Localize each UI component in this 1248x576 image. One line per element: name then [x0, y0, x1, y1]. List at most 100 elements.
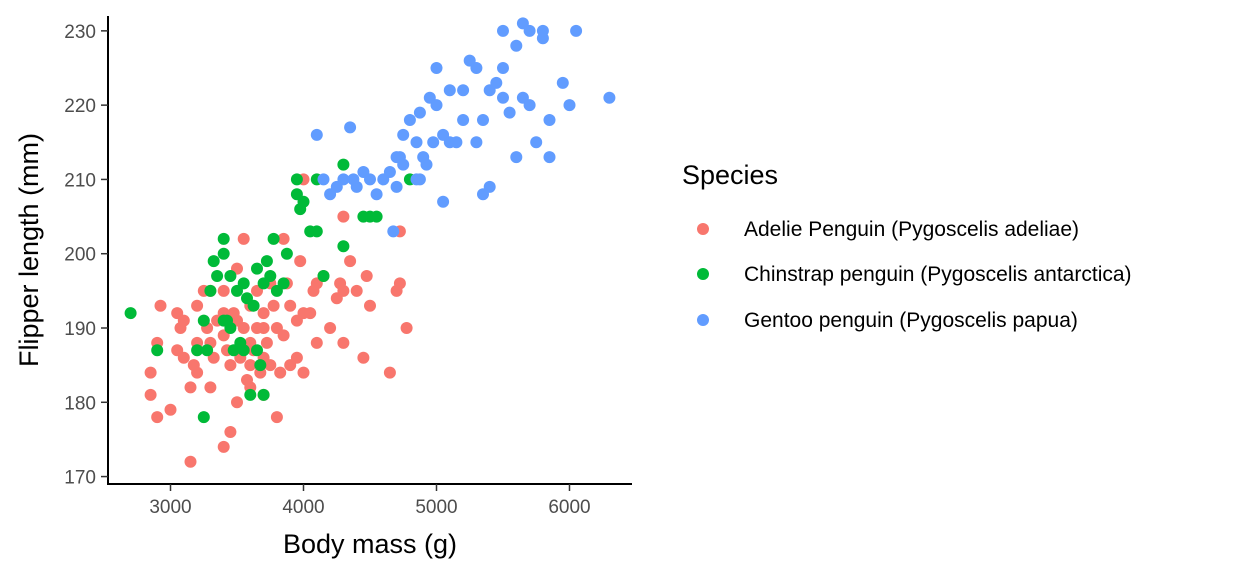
data-point-series-0-62 [310, 336, 323, 349]
plot-area: 3000 4000 5000 6000 170 180 190 200 210 220 230 [64, 16, 632, 518]
data-point-series-0-0 [144, 388, 157, 401]
data-point-series-1-28 [267, 232, 280, 245]
data-point-series-2-36 [470, 62, 483, 74]
data-point-series-0-75 [383, 366, 396, 379]
data-point-series-0-33 [237, 232, 250, 245]
data-point-series-2-63 [347, 173, 360, 186]
data-point-series-1-33 [290, 173, 303, 186]
data-point-series-0-73 [360, 270, 373, 282]
data-point-series-0-70 [344, 255, 357, 268]
data-point-series-0-24 [217, 284, 230, 297]
data-point-series-1-0 [124, 307, 137, 320]
data-point-series-2-40 [490, 76, 503, 89]
data-point-series-2-4 [337, 173, 350, 186]
data-point-series-0-85 [257, 322, 270, 334]
data-point-series-2-62 [387, 225, 400, 238]
data-point-series-1-19 [244, 388, 257, 401]
legend-item-gentoo: Gentoo penguin (Pygoscelis papua) [697, 309, 1078, 332]
data-point-series-0-10 [177, 314, 190, 327]
data-point-series-0-35 [244, 359, 257, 372]
data-point-series-2-55 [563, 99, 576, 112]
data-point-series-1-21 [251, 344, 263, 357]
data-point-series-0-18 [204, 381, 217, 394]
data-point-series-0-9 [177, 351, 190, 364]
data-point-series-0-57 [294, 255, 307, 268]
legend-title: Species [682, 160, 778, 190]
legend-key-gentoo [697, 314, 709, 326]
x-tick-label-0: 3000 [149, 497, 191, 518]
data-point-series-1-7 [207, 255, 220, 268]
data-point-series-0-27 [224, 359, 237, 372]
y-tick-label-0: 170 [64, 468, 96, 489]
data-point-series-2-50 [530, 136, 543, 149]
data-point-series-2-0 [310, 128, 323, 141]
x-tick-label-2: 5000 [415, 497, 457, 518]
y-tick-label-3: 200 [64, 245, 96, 266]
data-point-series-0-50 [274, 366, 287, 379]
data-point-series-2-26 [430, 62, 443, 74]
data-point-series-0-22 [217, 440, 230, 453]
legend-key-adelie [697, 223, 709, 235]
data-point-series-2-24 [427, 136, 440, 149]
data-point-series-0-60 [304, 307, 317, 320]
data-point-series-2-60 [497, 24, 509, 37]
data-point-series-0-64 [324, 322, 337, 334]
data-point-series-0-4 [154, 299, 167, 312]
data-point-series-2-41 [497, 91, 509, 104]
data-point-series-2-38 [477, 114, 489, 126]
data-point-series-2-8 [364, 173, 376, 186]
legend-label-gentoo: Gentoo penguin (Pygoscelis papua) [744, 309, 1078, 332]
data-point-series-2-45 [510, 39, 523, 52]
data-point-series-1-43 [370, 210, 383, 223]
data-point-series-2-15 [397, 158, 410, 171]
y-tick-label-1: 180 [64, 393, 96, 414]
data-point-series-0-72 [357, 351, 370, 364]
data-point-series-0-44 [260, 336, 273, 349]
data-point-series-2-32 [457, 114, 470, 126]
data-point-series-1-35 [297, 195, 310, 208]
data-point-series-1-39 [337, 158, 350, 171]
legend-label-adelie: Adelie Penguin (Pygoscelis adeliae) [744, 218, 1079, 241]
data-point-series-2-59 [483, 180, 496, 193]
data-point-series-1-9 [217, 232, 230, 245]
data-point-series-0-2 [151, 411, 164, 424]
data-point-series-0-55 [284, 299, 297, 312]
data-point-series-2-16 [397, 128, 410, 141]
y-tick-label-2: 190 [64, 319, 96, 340]
data-point-series-2-5 [344, 121, 357, 134]
data-point-series-2-42 [497, 62, 509, 74]
data-point-series-0-78 [400, 322, 413, 334]
data-point-series-2-61 [536, 24, 549, 37]
data-point-series-0-52 [277, 232, 290, 245]
data-point-series-0-68 [337, 284, 350, 297]
data-point-series-0-77 [393, 277, 406, 290]
legend: Species Adelie Penguin (Pygoscelis adeli… [682, 160, 1132, 332]
data-point-series-1-38 [317, 270, 330, 282]
data-point-series-2-58 [413, 173, 426, 186]
data-point-series-1-5 [201, 344, 214, 357]
data-point-series-1-6 [204, 284, 217, 297]
data-point-series-0-74 [364, 299, 376, 312]
data-point-series-2-12 [390, 180, 403, 193]
y-tick-label-4: 210 [64, 170, 96, 191]
data-point-series-0-48 [270, 411, 283, 424]
data-point-series-1-30 [277, 277, 290, 290]
legend-item-chinstrap: Chinstrap penguin (Pygoscelis antarctica… [697, 263, 1132, 286]
data-point-series-2-54 [556, 76, 569, 89]
data-point-series-2-27 [437, 195, 450, 208]
data-point-series-2-17 [403, 114, 416, 126]
data-point-series-0-58 [297, 366, 310, 379]
data-point-series-0-51 [277, 329, 290, 342]
data-point-series-1-22 [251, 262, 263, 275]
data-point-series-2-30 [443, 84, 456, 97]
data-point-series-1-47 [217, 314, 230, 327]
data-point-series-0-26 [224, 426, 237, 438]
data-point-series-2-11 [383, 166, 396, 178]
data-point-series-2-52 [543, 151, 556, 164]
data-point-series-2-57 [603, 91, 616, 104]
x-tick-label-1: 4000 [282, 497, 324, 518]
y-tick-label-5: 220 [64, 96, 96, 117]
data-point-series-2-48 [523, 99, 536, 112]
data-point-series-1-26 [260, 255, 273, 268]
data-point-series-0-15 [191, 299, 204, 312]
